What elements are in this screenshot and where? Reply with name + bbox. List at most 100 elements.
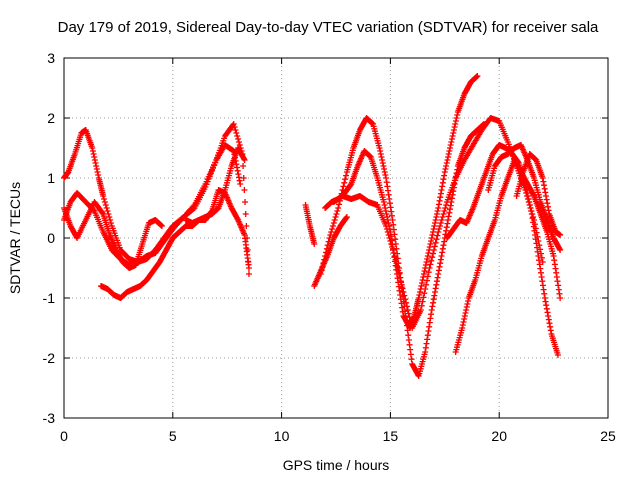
data-point: [542, 189, 549, 196]
data-point: [443, 227, 450, 234]
data-point: [539, 278, 546, 285]
data-point: [391, 253, 398, 259]
data-point: [530, 214, 537, 220]
data-point: [460, 319, 467, 325]
data-point: [533, 240, 540, 247]
data-point: [383, 223, 390, 229]
data-point: [444, 157, 451, 163]
data-point: [99, 209, 106, 216]
data-point: [420, 294, 427, 301]
data-point: [544, 200, 551, 207]
data-point: [433, 281, 440, 288]
data-point: [107, 217, 114, 223]
data-point: [425, 328, 432, 334]
data-point: [444, 220, 451, 227]
data-point: [396, 274, 403, 281]
series-track-j: [311, 214, 350, 289]
data-point: [539, 259, 546, 265]
data-point: [235, 139, 242, 145]
data-point: [396, 287, 403, 294]
data-point: [397, 278, 404, 285]
data-point: [550, 253, 557, 259]
data-point: [329, 223, 336, 229]
y-tick-label: 3: [47, 50, 55, 66]
data-point: [525, 196, 532, 202]
data-point: [377, 148, 384, 154]
data-point: [447, 142, 454, 148]
data-point: [95, 172, 102, 178]
data-point: [465, 298, 472, 304]
data-point: [403, 322, 410, 329]
data-point: [235, 174, 242, 181]
data-point: [556, 290, 563, 297]
data-point: [428, 257, 435, 264]
data-point: [537, 265, 544, 272]
data-point: [454, 112, 461, 118]
data-point: [389, 244, 396, 250]
data-point: [405, 337, 412, 343]
data-point: [103, 205, 110, 211]
data-point: [378, 154, 385, 160]
data-point: [435, 271, 442, 277]
data-point: [446, 148, 453, 154]
data-point: [416, 289, 423, 295]
x-tick-label: 15: [383, 428, 399, 444]
x-tick-label: 10: [274, 428, 290, 444]
data-point: [428, 311, 435, 318]
data-point: [526, 202, 533, 208]
data-point: [415, 371, 422, 378]
data-point: [459, 325, 466, 331]
data-point: [442, 205, 449, 211]
data-point: [541, 295, 548, 301]
data-point: [543, 302, 550, 309]
data-point: [376, 145, 383, 151]
data-point: [547, 327, 554, 334]
data-point: [245, 271, 252, 277]
data-point: [556, 245, 563, 252]
data-point: [529, 215, 536, 222]
data-point: [441, 238, 448, 245]
data-point: [91, 154, 98, 160]
data-point: [557, 247, 564, 253]
data-point: [102, 202, 109, 208]
data-point: [311, 241, 318, 247]
data-point: [445, 213, 452, 220]
data-point: [394, 263, 401, 270]
data-point: [440, 242, 447, 249]
data-point: [445, 151, 452, 157]
data-point: [399, 285, 406, 292]
data-point: [425, 269, 432, 276]
data-point: [434, 232, 441, 239]
data-point: [233, 164, 240, 171]
data-point: [404, 307, 411, 313]
x-axis-label: GPS time / hours: [283, 457, 390, 473]
data-point: [438, 187, 445, 193]
data-point: [539, 175, 546, 181]
data-point: [402, 296, 409, 303]
data-point: [450, 130, 457, 136]
y-axis-label: SDTVAR / TECUs: [7, 182, 23, 294]
data-point: [554, 278, 561, 285]
data-point: [450, 127, 457, 133]
data-point: [430, 299, 437, 306]
data-point: [437, 190, 444, 197]
data-point: [530, 219, 537, 226]
data-point: [233, 130, 240, 136]
data-point: [406, 314, 413, 321]
data-point: [453, 115, 460, 121]
data-point: [434, 208, 441, 214]
data-point: [423, 259, 430, 265]
data-point: [526, 199, 533, 205]
data-point: [552, 265, 559, 272]
series-track-e: [182, 187, 252, 271]
data-point: [551, 257, 558, 264]
data-point: [432, 217, 439, 223]
data-point: [436, 263, 443, 270]
data-point: [424, 336, 431, 343]
data-point: [448, 139, 455, 145]
data-point: [405, 332, 412, 339]
data-point: [541, 185, 548, 192]
data-point: [447, 145, 454, 151]
axis-ticks: 0 5 10 15 20 25 -3 -2 -1 0 1 2 3: [43, 50, 616, 444]
data-point: [418, 280, 425, 286]
